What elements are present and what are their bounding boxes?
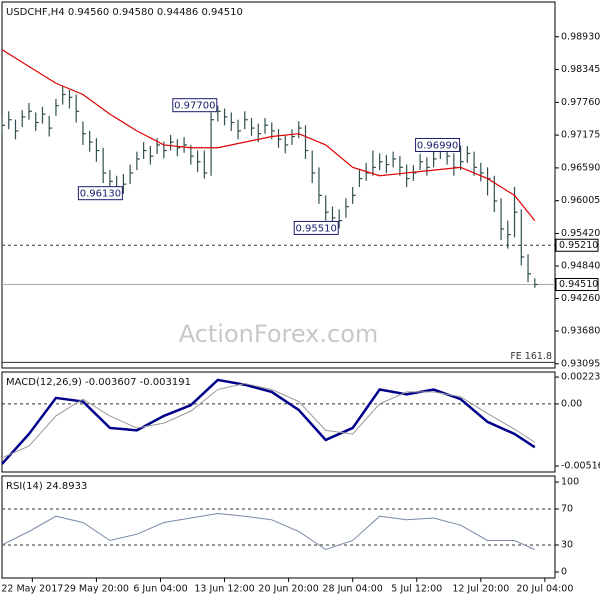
annotation-box bbox=[293, 220, 339, 235]
y-tick-label: 0.97175 bbox=[561, 130, 600, 141]
panel-title: MACD(12,26,9) -0.003607 -0.003191 bbox=[6, 377, 191, 388]
x-tick-label: 20 Jun 20:00 bbox=[258, 584, 318, 595]
level-label: 0.95210 bbox=[559, 240, 598, 251]
annotation-box bbox=[77, 186, 123, 201]
y-tick-label: 0.94260 bbox=[561, 293, 600, 304]
x-tick-label: 12 Jul 20:00 bbox=[452, 584, 509, 595]
y-tick-label: 100 bbox=[561, 477, 579, 488]
panel-frame bbox=[1, 371, 556, 473]
y-tick-label: 0.97760 bbox=[561, 97, 600, 108]
annotation-label: 0.95510 bbox=[296, 223, 337, 234]
y-tick-label: 0.94840 bbox=[561, 260, 600, 271]
level-label: 0.94510 bbox=[559, 279, 598, 290]
annotation-label: 0.96990 bbox=[417, 140, 458, 151]
y-tick-label: 0 bbox=[561, 566, 567, 577]
x-tick-label: 22 May 2017 bbox=[1, 584, 63, 595]
y-tick-label: 0.95420 bbox=[561, 228, 600, 239]
y-tick-label: 0.93680 bbox=[561, 326, 600, 337]
level-box bbox=[555, 277, 599, 291]
indicator-line bbox=[1, 513, 535, 551]
x-tick-label: 5 Jul 12:00 bbox=[391, 584, 442, 595]
y-tick-label: 0.98930 bbox=[561, 31, 600, 42]
y-tick-label: -0.005168 bbox=[561, 460, 600, 471]
x-tick-label: 29 May 20:00 bbox=[64, 584, 129, 595]
annotation-label: 0.97700 bbox=[174, 101, 215, 112]
panel-title: USDCHF,H4 0.94560 0.94580 0.94486 0.9451… bbox=[6, 7, 243, 18]
y-tick-label: 0.002239 bbox=[561, 372, 600, 383]
annotation-box bbox=[415, 137, 461, 152]
indicator-line bbox=[1, 383, 536, 459]
y-tick-label: 0.96590 bbox=[561, 162, 600, 173]
y-tick-label: 0.93095 bbox=[561, 358, 600, 369]
watermark: ActionForex.com bbox=[179, 320, 379, 348]
annotation-box bbox=[172, 98, 218, 113]
annotation-label: 0.96130 bbox=[80, 189, 121, 200]
x-tick-label: 13 Jun 12:00 bbox=[194, 584, 254, 595]
y-tick-label: 0.96005 bbox=[561, 195, 600, 206]
level-label: FE 161.8 bbox=[510, 351, 552, 362]
y-tick-label: 70 bbox=[561, 504, 573, 515]
y-tick-label: 0.00 bbox=[561, 398, 582, 409]
x-tick-label: 6 Jun 04:00 bbox=[133, 584, 187, 595]
y-tick-label: 0.98345 bbox=[561, 64, 600, 75]
indicator-line bbox=[1, 378, 536, 465]
x-tick-label: 28 Jun 04:00 bbox=[323, 584, 383, 595]
moving-average bbox=[1, 49, 536, 221]
panel-frame bbox=[1, 1, 556, 369]
y-tick-label: 30 bbox=[561, 539, 573, 550]
level-box bbox=[555, 238, 599, 252]
panel-title: RSI(14) 24.8933 bbox=[6, 481, 87, 492]
x-tick-label: 20 Jul 04:00 bbox=[516, 584, 573, 595]
